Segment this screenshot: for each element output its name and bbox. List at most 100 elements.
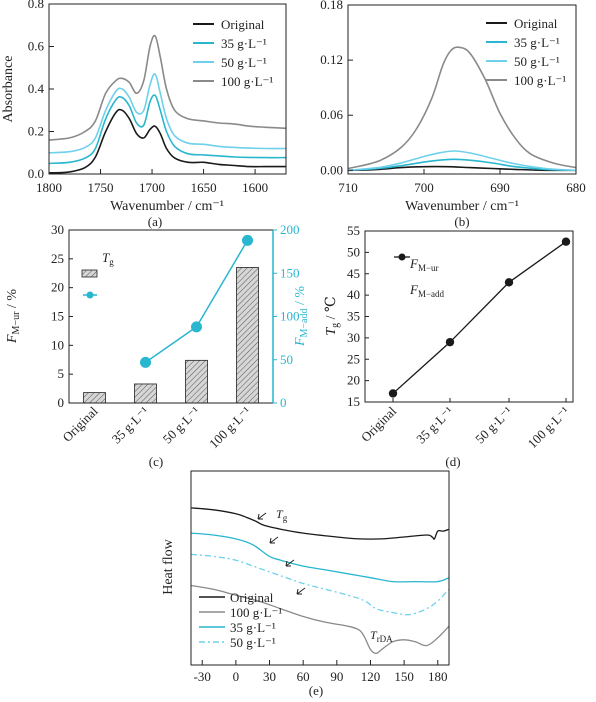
panel-e-frame xyxy=(190,470,450,666)
panel-e-xtick-label-0: -30 xyxy=(194,669,211,684)
panel-b-frame xyxy=(347,4,577,175)
panel-d-ytick-label-0: 15 xyxy=(347,394,360,409)
panel-a-ytick-label-2: 0.4 xyxy=(28,81,45,96)
panel-d-ytick-label-6: 45 xyxy=(347,266,360,281)
panel-d-category-label-2: 50 g·L⁻¹ xyxy=(472,403,515,446)
panel-b-series-3 xyxy=(347,46,577,170)
panel-e-xtick-label-4: 90 xyxy=(330,669,343,684)
panel-b-xtick-label-1: 700 xyxy=(414,180,434,195)
panel-c-bar-0 xyxy=(83,392,106,404)
panel-a-xtick-label-2: 1700 xyxy=(139,180,165,195)
panel-c-y2tick-label-2: 100 xyxy=(280,309,300,324)
panel-d-y-ticks: 15 20 25 30 35 40 45 50 55 xyxy=(347,223,369,409)
panel-e-arrow-1 xyxy=(257,512,267,520)
panel-e-ylabel: Heat flow xyxy=(161,538,176,594)
panel-e-xtick-label-1: 0 xyxy=(233,669,240,684)
panel-b-xtick-label-3: 680 xyxy=(566,180,586,195)
panel-b-legend-label-0: Original xyxy=(514,16,558,31)
panel-d-point-0 xyxy=(388,389,398,398)
panel-a-series-lines xyxy=(48,34,287,174)
panel-e-arrow-4 xyxy=(296,587,306,595)
panel-c-right-ticks: 0 50 100 150 200 xyxy=(273,222,300,410)
panel-d-legend-text-1: FM−ur xyxy=(409,256,439,273)
panel-a-series-0 xyxy=(48,108,286,174)
panel-b-xtick-label-2: 690 xyxy=(490,180,510,195)
panel-a-xtick-label-1: 1750 xyxy=(88,180,114,195)
panel-b-legend-label-1: 35 g·L⁻¹ xyxy=(514,35,560,50)
panel-d-category-labels: Original 35 g·L⁻¹ 50 g·L⁻¹ 100 g·L⁻¹ xyxy=(358,398,572,451)
panel-e-xtick-label-6: 150 xyxy=(394,669,414,684)
panel-c-left-ticks: 0 5 10 15 20 25 30 xyxy=(51,222,73,410)
panel-c-ytick-label-5: 25 xyxy=(51,251,64,266)
panel-c-line xyxy=(145,239,249,363)
panel-c-legend-marker xyxy=(86,291,94,299)
panel-a-legend-label-2: 50 g·L⁻¹ xyxy=(221,55,267,70)
panel-c-y2tick-label-4: 200 xyxy=(280,222,300,237)
panel-d-legend: FM−ur FM−add xyxy=(394,253,445,299)
panel-e-xtick-label-5: 120 xyxy=(361,669,381,684)
panel-c-ytick-label-1: 5 xyxy=(58,366,65,381)
panel-a-ytick-label-4: 0.8 xyxy=(28,0,44,11)
panel-c-category-labels: Original 35 g·L⁻¹ 50 g·L⁻¹ 100 g·L⁻¹ xyxy=(59,403,253,451)
panel-b-x-ticks: 710 700 690 680 xyxy=(338,169,586,195)
panel-d-line-series xyxy=(388,237,571,398)
panel-c-point-1 xyxy=(191,321,202,333)
panel-d-label: (d) xyxy=(445,454,460,469)
panel-e-series-1 xyxy=(190,584,450,655)
panel-a-legend-label-0: Original xyxy=(221,17,265,32)
panel-c-label: (c) xyxy=(149,454,163,469)
panel-d-ylabel: Tg / ℃ xyxy=(324,296,341,335)
panel-c-legend-text: Tg xyxy=(102,250,114,267)
panel-b-xlabel: Wavenumber / cm⁻¹ xyxy=(405,199,519,214)
panel-d-ytick-label-4: 35 xyxy=(347,309,360,324)
panel-b-legend-label-3: 100 g·L⁻¹ xyxy=(514,73,566,88)
panel-d-ytick-label-1: 20 xyxy=(347,373,360,388)
panel-a-y-ticks: 0.0 0.2 0.4 0.6 0.8 xyxy=(28,0,54,181)
panel-c-bar-2 xyxy=(185,359,208,404)
panel-b-label: (b) xyxy=(454,214,469,229)
panel-c-category-label-3: 100 g·L⁻¹ xyxy=(206,403,254,451)
panel-c-category-label-2: 50 g·L⁻¹ xyxy=(160,403,203,446)
panel-e-legend-label-1: 100 g·L⁻¹ xyxy=(230,605,282,620)
panel-a-series-1 xyxy=(48,94,287,165)
panel-d-category-label-0: Original xyxy=(358,403,400,445)
panel-d-ytick-label-5: 40 xyxy=(347,287,360,302)
panel-c-ytick-label-3: 15 xyxy=(51,309,64,324)
panel-d-line xyxy=(392,241,567,394)
panel-e-series-2 xyxy=(190,532,450,583)
panel-b-series-1 xyxy=(347,158,577,172)
panel-e-legend-label-3: 50 g·L⁻¹ xyxy=(230,635,276,650)
panel-d-category-label-3: 100 g·L⁻¹ xyxy=(525,403,573,451)
panel-d: 15 20 25 30 35 40 45 50 55 Original 35 g·L⁻¹ 50 g·… xyxy=(324,223,574,469)
panel-e-arrow-3 xyxy=(285,559,295,567)
panel-b-ytick-label-3: 0.18 xyxy=(320,0,343,12)
panel-d-point-2 xyxy=(504,278,514,287)
panel-d-ytick-label-3: 30 xyxy=(347,330,360,345)
panel-c-line-series xyxy=(140,234,253,368)
panel-b-ytick-label-0: 0.00 xyxy=(320,162,343,177)
panel-a-legend-label-1: 35 g·L⁻¹ xyxy=(221,36,267,51)
panel-c-bar-1 xyxy=(134,383,157,404)
panel-b-ytick-label-2: 0.12 xyxy=(320,52,343,67)
panel-b-series-lines xyxy=(347,46,577,172)
panel-c-legend: Tg xyxy=(81,250,114,299)
panel-d-legend-text-2: FM−add xyxy=(409,282,445,299)
panel-d-point-3 xyxy=(561,237,571,246)
panel-c-bar-3 xyxy=(236,267,259,404)
panel-e-xtick-label-2: 30 xyxy=(263,669,276,684)
panel-c-ytick-label-2: 10 xyxy=(51,337,64,352)
panel-e-legend-label-0: Original xyxy=(230,590,274,605)
panel-a-ylabel: Absorbance xyxy=(1,56,16,123)
panel-e-arrow-2 xyxy=(269,536,279,544)
panel-c-ytick-label-0: 0 xyxy=(58,395,65,410)
panel-c-ylabel: FM−ur / % xyxy=(5,289,22,344)
panel-b-ytick-label-1: 0.06 xyxy=(320,107,343,122)
panel-c-category-label-0: Original xyxy=(59,403,101,445)
panel-b: 710 700 690 680 0.00 0.06 0.12 0.18 Wavenumber… xyxy=(320,0,586,229)
panel-e-legend-label-2: 35 g·L⁻¹ xyxy=(230,620,276,635)
panel-b-xtick-label-0: 710 xyxy=(338,180,358,195)
panel-d-category-label-1: 35 g·L⁻¹ xyxy=(413,403,456,446)
panel-a-xtick-label-0: 1800 xyxy=(36,180,62,195)
panel-c-y2tick-label-3: 150 xyxy=(280,265,300,280)
panel-a-series-2 xyxy=(48,73,287,154)
